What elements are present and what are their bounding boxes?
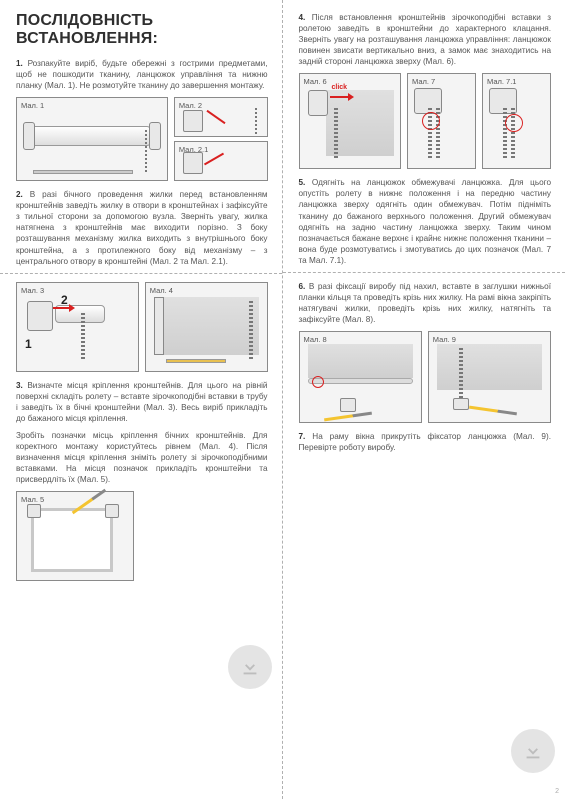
fig-row-5: Мал. 8 Мал. 9 <box>299 331 552 423</box>
divider-right-1 <box>283 272 565 273</box>
step-4-num: 4. <box>299 13 306 22</box>
step-3-num: 3. <box>16 381 23 390</box>
figure-7-1: Мал. 7.1 <box>482 73 551 169</box>
figure-5: Мал. 5 <box>16 491 134 581</box>
fig-71-label: Мал. 7.1 <box>487 77 516 86</box>
fig-3-label: Мал. 3 <box>21 286 44 295</box>
step-6: 6. В разі фіксації виробу під нахил, вст… <box>299 281 552 325</box>
figure-2-1: Мал. 2.1 <box>174 141 268 181</box>
step-4-text: Після встановлення кронштейнів зірочкопо… <box>299 13 552 66</box>
step-5-num: 5. <box>299 178 306 187</box>
step-7-num: 7. <box>299 432 306 441</box>
step-6-text: В разі фіксації виробу під нахил, вставт… <box>299 282 552 324</box>
step-1: 1. Розпакуйте виріб, будьте обережні з г… <box>16 58 268 91</box>
step-2: 2. В разі бічного проведення жилки перед… <box>16 189 268 266</box>
step-3: 3. Визначте місця кріплення кронштейнів.… <box>16 380 268 424</box>
figure-6: Мал. 6 click <box>299 73 402 169</box>
fig-2-label: Мал. 2 <box>179 101 202 110</box>
step-2-num: 2. <box>16 190 23 199</box>
step-3-text: Визначте місця кріплення кронштейнів. Дл… <box>16 381 268 423</box>
fig-4-label: Мал. 4 <box>150 286 173 295</box>
step-1-num: 1. <box>16 59 23 68</box>
step-2-text: В разі бічного проведення жилки перед вс… <box>16 190 268 265</box>
step-3b: Зробіть позначки місць кріплення бічних … <box>16 430 268 485</box>
download-arrow-icon <box>239 656 261 678</box>
watermark-right <box>511 729 555 773</box>
fig-1-label: Мал. 1 <box>21 101 44 110</box>
page-number: 2 <box>555 788 559 795</box>
download-arrow-icon <box>522 740 544 762</box>
fig-row-4: Мал. 6 click Мал. 7 Мал. 7.1 <box>299 73 552 169</box>
fig-9-label: Мал. 9 <box>433 335 456 344</box>
left-column: ПОСЛІДОВНІСТЬ ВСТАНОВЛЕННЯ: 1. Розпакуйт… <box>0 0 283 799</box>
step-5: 5. Одягніть на ланцюжок обмежувачі ланцю… <box>299 177 552 266</box>
fig-row-1: Мал. 1 Мал. 2 Мал. 2.1 <box>16 97 268 181</box>
divider-left-1 <box>0 273 282 274</box>
right-column: 4. Після встановлення кронштейнів зірочк… <box>283 0 565 799</box>
figure-3: Мал. 3 1 2 <box>16 282 139 372</box>
figure-7: Мал. 7 <box>407 73 476 169</box>
page: ПОСЛІДОВНІСТЬ ВСТАНОВЛЕННЯ: 1. Розпакуйт… <box>0 0 565 799</box>
step-4: 4. Після встановлення кронштейнів зірочк… <box>299 12 552 67</box>
fig-21-label: Мал. 2.1 <box>179 145 208 154</box>
fig-7-label: Мал. 7 <box>412 77 435 86</box>
main-title: ПОСЛІДОВНІСТЬ ВСТАНОВЛЕННЯ: <box>16 12 268 48</box>
click-label: click <box>332 84 348 91</box>
fig-row-3: Мал. 5 <box>16 491 268 581</box>
step-7: 7. На раму вікна прикрутіть фіксатор лан… <box>299 431 552 453</box>
step-1-text: Розпакуйте виріб, будьте обережні з гост… <box>16 59 268 90</box>
fig-8-label: Мал. 8 <box>304 335 327 344</box>
step-7-text: На раму вікна прикрутіть фіксатор ланцюж… <box>299 432 551 452</box>
step-6-num: 6. <box>299 282 306 291</box>
step-5-text: Одягніть на ланцюжок обмежувачі ланцюжка… <box>299 178 552 264</box>
fig-5-label: Мал. 5 <box>21 495 44 504</box>
figure-8: Мал. 8 <box>299 331 422 423</box>
fig-6-label: Мал. 6 <box>304 77 327 86</box>
watermark-left <box>228 645 272 689</box>
figure-9: Мал. 9 <box>428 331 551 423</box>
figure-2: Мал. 2 <box>174 97 268 137</box>
figure-1: Мал. 1 <box>16 97 168 181</box>
fig-row-2: Мал. 3 1 2 Мал. 4 <box>16 282 268 372</box>
figure-4: Мал. 4 <box>145 282 268 372</box>
